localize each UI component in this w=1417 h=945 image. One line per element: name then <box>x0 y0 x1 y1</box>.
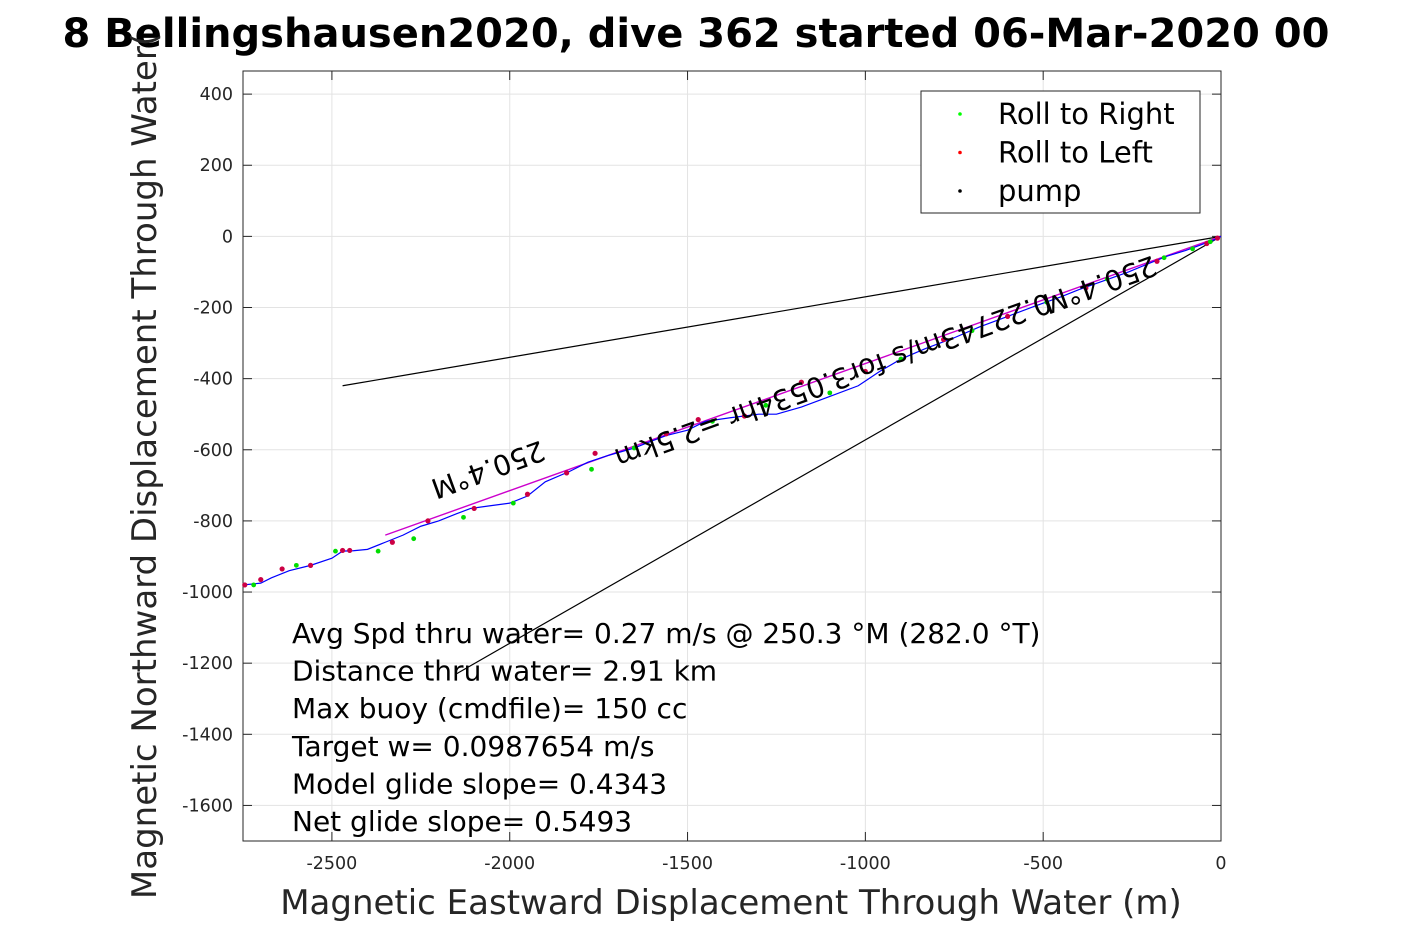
roll-left-point <box>339 547 346 554</box>
roll-right-point <box>510 500 516 506</box>
y-tick-label: 0 <box>222 227 233 247</box>
rotated-annotation: 250.4°M <box>1039 249 1161 320</box>
roll-right-point <box>1190 246 1195 252</box>
legend-label: Roll to Right <box>998 97 1175 131</box>
model-glide-line <box>385 235 1222 536</box>
roll-left-point <box>307 562 314 568</box>
axis-ticks: -2500 -2000 -1500 -1000 -500 0 400 200 0 -200 -400… <box>182 71 1227 874</box>
roll-left-point <box>862 368 868 375</box>
stat-line: Distance thru water= 2.91 km <box>292 655 717 688</box>
roll-right-point <box>898 356 904 362</box>
envelope-line <box>342 235 1222 387</box>
legend-label: pump <box>998 174 1081 208</box>
roll-right-point <box>461 514 466 520</box>
y-tick-label: -400 <box>193 370 233 390</box>
y-tick-label: 200 <box>200 156 233 176</box>
roll-right-point <box>293 562 299 568</box>
roll-right-point <box>1044 299 1050 305</box>
legend-marker <box>958 150 962 155</box>
rotated-annotation: 250.4°M <box>427 434 549 505</box>
roll-right-point <box>969 328 975 334</box>
envelope-line <box>456 235 1222 675</box>
y-tick-label: -1200 <box>182 654 233 674</box>
y-tick-label: -600 <box>193 441 233 461</box>
stat-line: Avg Spd thru water= 0.27 m/s @ 250.3 °M … <box>292 617 1040 650</box>
x-tick-label: -1500 <box>662 854 713 874</box>
y-tick-label: 400 <box>200 85 233 105</box>
roll-right-point <box>333 548 338 554</box>
roll-left-point <box>347 547 353 554</box>
legend-marker <box>958 112 962 116</box>
dive-track <box>242 235 1222 586</box>
roll-left-point <box>1083 285 1089 291</box>
y-tick-label: -800 <box>193 512 233 532</box>
roll-left-point <box>471 505 477 512</box>
roll-left-point <box>695 416 701 423</box>
x-tick-label: -1000 <box>840 854 891 874</box>
stats-box: Avg Spd thru water= 0.27 m/s @ 250.3 °M … <box>291 617 1040 838</box>
roll-left-point <box>279 566 285 572</box>
y-tick-label: -1600 <box>182 796 233 816</box>
roll-right-point <box>589 466 594 472</box>
legend-label: Roll to Left <box>998 136 1153 170</box>
roll-right-point <box>710 418 715 424</box>
roll-left-point <box>1154 258 1160 264</box>
y-tick-label: -200 <box>193 299 233 319</box>
legend: Roll to Right Roll to Left pump <box>920 90 1201 214</box>
roll-left-point <box>798 379 804 385</box>
x-axis-label: Magnetic Eastward Displacement Through W… <box>280 883 1182 923</box>
x-tick-label: -2000 <box>484 854 535 874</box>
y-tick-label: -1400 <box>182 725 233 745</box>
axes-box <box>242 70 1222 842</box>
x-tick-label: -500 <box>1023 854 1063 874</box>
roll-right-point <box>1207 239 1213 245</box>
roll-left-point <box>741 413 748 419</box>
legend-marker <box>958 189 962 193</box>
stat-line: Target w= 0.0987654 m/s <box>291 730 654 763</box>
roll-left-point <box>524 491 531 497</box>
stat-line: Max buoy (cmdfile)= 150 cc <box>292 692 687 725</box>
roll-left-point <box>564 470 570 476</box>
x-tick-label: 0 <box>1215 854 1226 874</box>
legend-box <box>920 90 1201 214</box>
rotated-annotation: 0.22743m/s for3.0534hr =2.5km <box>610 286 1056 475</box>
roll-right-point <box>763 402 769 408</box>
y-tick-label: -1000 <box>182 583 233 603</box>
roll-right-point <box>375 548 381 554</box>
stat-line: Model glide slope= 0.4343 <box>292 767 667 800</box>
roll-left-point <box>592 450 598 456</box>
roll-right-point <box>251 582 257 588</box>
roll-right-point <box>411 536 417 542</box>
roll-left-point <box>242 582 248 588</box>
x-tick-label: -2500 <box>306 854 357 874</box>
roll-right-point <box>631 445 637 451</box>
roll-right-point <box>827 390 833 396</box>
roll-left-point <box>663 431 669 437</box>
roll-left-point <box>389 539 395 545</box>
stat-line: Net glide slope= 0.5493 <box>292 805 632 838</box>
roll-right-point <box>1104 276 1110 282</box>
roll-left-point <box>425 518 431 524</box>
roll-left-point <box>1005 313 1011 320</box>
roll-left-point <box>258 576 264 583</box>
roll-left-point <box>941 336 947 343</box>
roll-right-point <box>1161 255 1167 261</box>
y-axis-label: Magnetic Northward Displacement Through … <box>125 33 165 899</box>
chart-title: 8 Bellingshausen2020, dive 362 started 0… <box>63 11 1330 57</box>
roll-left-point <box>1214 235 1221 241</box>
